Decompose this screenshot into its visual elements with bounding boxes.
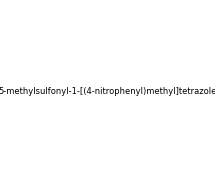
Text: 5-methylsulfonyl-1-[(4-nitrophenyl)methyl]tetrazole: 5-methylsulfonyl-1-[(4-nitrophenyl)methy… xyxy=(0,87,215,96)
